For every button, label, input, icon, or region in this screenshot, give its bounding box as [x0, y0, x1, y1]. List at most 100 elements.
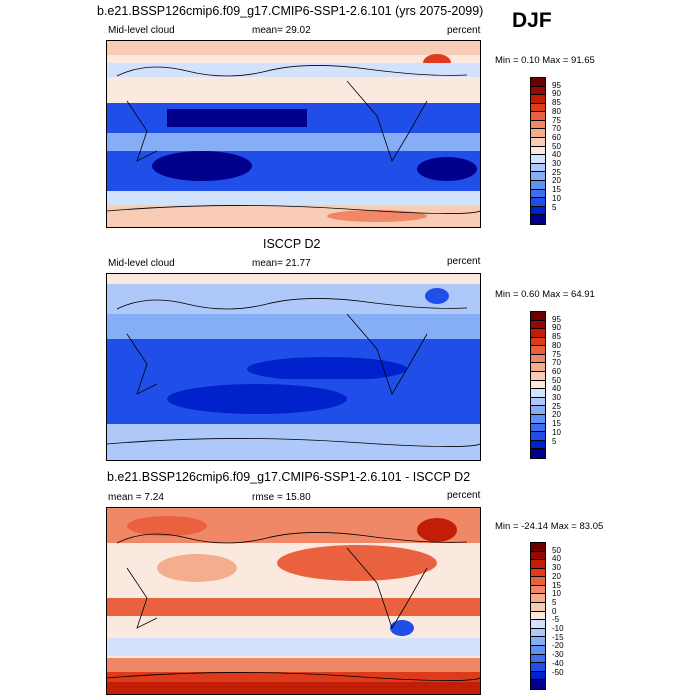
colorbar-tick-label: 40 — [552, 150, 561, 160]
colorbar-swatch — [531, 163, 545, 173]
colorbar-swatch — [531, 129, 545, 139]
panel-2-title: ISCCP D2 — [263, 237, 321, 251]
colorbar-swatch — [531, 372, 545, 381]
colorbar-tick-label: 75 — [552, 115, 561, 125]
panel-1-title: b.e21.BSSP126cmip6.f09_g17.CMIP6-SSP1-2.… — [97, 4, 484, 18]
colorbar-swatch — [531, 112, 545, 121]
colorbar-swatch — [531, 155, 545, 164]
panel-1-variable-label: Mid-level cloud — [108, 25, 175, 36]
colorbar-swatch — [531, 628, 545, 638]
colorbar-tick-label: -50 — [552, 667, 564, 677]
colorbar-swatch — [531, 671, 545, 681]
panel-2-units-label: percent — [447, 256, 481, 267]
colorbar-swatch — [531, 406, 545, 415]
colorbar-tick-label: 30 — [552, 159, 561, 169]
panel-1-colorbar — [530, 77, 546, 225]
colorbar-tick-label: 25 — [552, 167, 561, 177]
colorbar-swatch — [531, 397, 545, 407]
colorbar-swatch — [531, 637, 545, 646]
colorbar-swatch — [531, 86, 545, 96]
panel-3-min-max: Min = -24.14 Max = 83.05 — [495, 521, 604, 532]
colorbar-tick-label: 30 — [552, 393, 561, 403]
colorbar-swatch — [531, 346, 545, 355]
colorbar-swatch — [531, 560, 545, 569]
colorbar-swatch — [531, 172, 545, 181]
colorbar-swatch — [531, 680, 545, 689]
colorbar-swatch — [531, 103, 545, 113]
colorbar-tick-label: 20 — [552, 176, 561, 186]
colorbar-swatch — [531, 215, 545, 224]
panel-3-rmse-label: rmse = 15.80 — [252, 492, 311, 503]
colorbar-swatch — [531, 611, 545, 621]
colorbar-tick-label: 95 — [552, 80, 561, 90]
colorbar-swatch — [531, 380, 545, 390]
colorbar-swatch — [531, 568, 545, 578]
colorbar-tick-label: -40 — [552, 658, 564, 668]
colorbar-tick-label: 10 — [552, 193, 561, 203]
colorbar-tick-label: 10 — [552, 427, 561, 437]
colorbar-swatch — [531, 414, 545, 424]
colorbar-swatch — [531, 645, 545, 655]
colorbar-tick-label: 50 — [552, 545, 561, 555]
colorbar-swatch — [531, 654, 545, 664]
panel-3-map-field — [107, 508, 480, 694]
panel-3-map — [106, 507, 481, 695]
colorbar-swatch — [531, 389, 545, 398]
colorbar-tick-label: 95 — [552, 314, 561, 324]
colorbar-swatch — [531, 337, 545, 347]
colorbar-swatch — [531, 78, 545, 87]
colorbar-swatch — [531, 320, 545, 330]
colorbar-swatch — [531, 206, 545, 216]
colorbar-tick-label: -5 — [552, 615, 560, 625]
colorbar-swatch — [531, 198, 545, 207]
panel-2-map — [106, 273, 481, 461]
colorbar-swatch — [531, 577, 545, 586]
colorbar-tick-label: 15 — [552, 185, 561, 195]
colorbar-swatch — [531, 95, 545, 104]
panel-1-mean-label: mean= 29.02 — [252, 25, 311, 36]
colorbar-tick-label: 85 — [552, 98, 561, 108]
colorbar-swatch — [531, 620, 545, 629]
colorbar-tick-label: 70 — [552, 358, 561, 368]
colorbar-tick-label: 80 — [552, 340, 561, 350]
colorbar-tick-label: 60 — [552, 366, 561, 376]
colorbar-tick-label: 5 — [552, 202, 557, 212]
panel-1-map-field — [107, 41, 480, 227]
colorbar-tick-label: 50 — [552, 375, 561, 385]
colorbar-swatch — [531, 663, 545, 672]
colorbar-swatch — [531, 432, 545, 441]
panel-3-units-label: percent — [447, 490, 481, 501]
colorbar-swatch — [531, 354, 545, 364]
colorbar-swatch — [531, 120, 545, 130]
colorbar-tick-label: 10 — [552, 589, 561, 599]
colorbar-tick-label: 50 — [552, 141, 561, 151]
colorbar-tick-label: 25 — [552, 401, 561, 411]
colorbar-tick-label: -15 — [552, 632, 564, 642]
colorbar-swatch — [531, 449, 545, 458]
colorbar-tick-label: -10 — [552, 624, 564, 634]
panel-1-min-max: Min = 0.10 Max = 91.65 — [495, 55, 595, 66]
colorbar-swatch — [531, 138, 545, 147]
panel-1-units-label: percent — [447, 25, 481, 36]
colorbar-tick-label: 20 — [552, 571, 561, 581]
colorbar-tick-label: 15 — [552, 419, 561, 429]
colorbar-tick-label: 85 — [552, 332, 561, 342]
colorbar-swatch — [531, 180, 545, 190]
colorbar-tick-label: 40 — [552, 384, 561, 394]
colorbar-swatch — [531, 423, 545, 433]
panel-2-min-max: Min = 0.60 Max = 64.91 — [495, 289, 595, 300]
colorbar-swatch — [531, 543, 545, 552]
colorbar-swatch — [531, 189, 545, 199]
season-label: DJF — [512, 9, 552, 32]
colorbar-tick-label: 90 — [552, 89, 561, 99]
colorbar-tick-label: 5 — [552, 597, 557, 607]
colorbar-tick-label: 80 — [552, 106, 561, 116]
colorbar-tick-label: 40 — [552, 554, 561, 564]
colorbar-tick-label: 20 — [552, 410, 561, 420]
colorbar-tick-label: 0 — [552, 606, 557, 616]
colorbar-tick-label: 90 — [552, 323, 561, 333]
colorbar-tick-label: -20 — [552, 641, 564, 651]
colorbar-tick-label: 5 — [552, 436, 557, 446]
panel-2-map-field — [107, 274, 480, 460]
colorbar-swatch — [531, 329, 545, 338]
